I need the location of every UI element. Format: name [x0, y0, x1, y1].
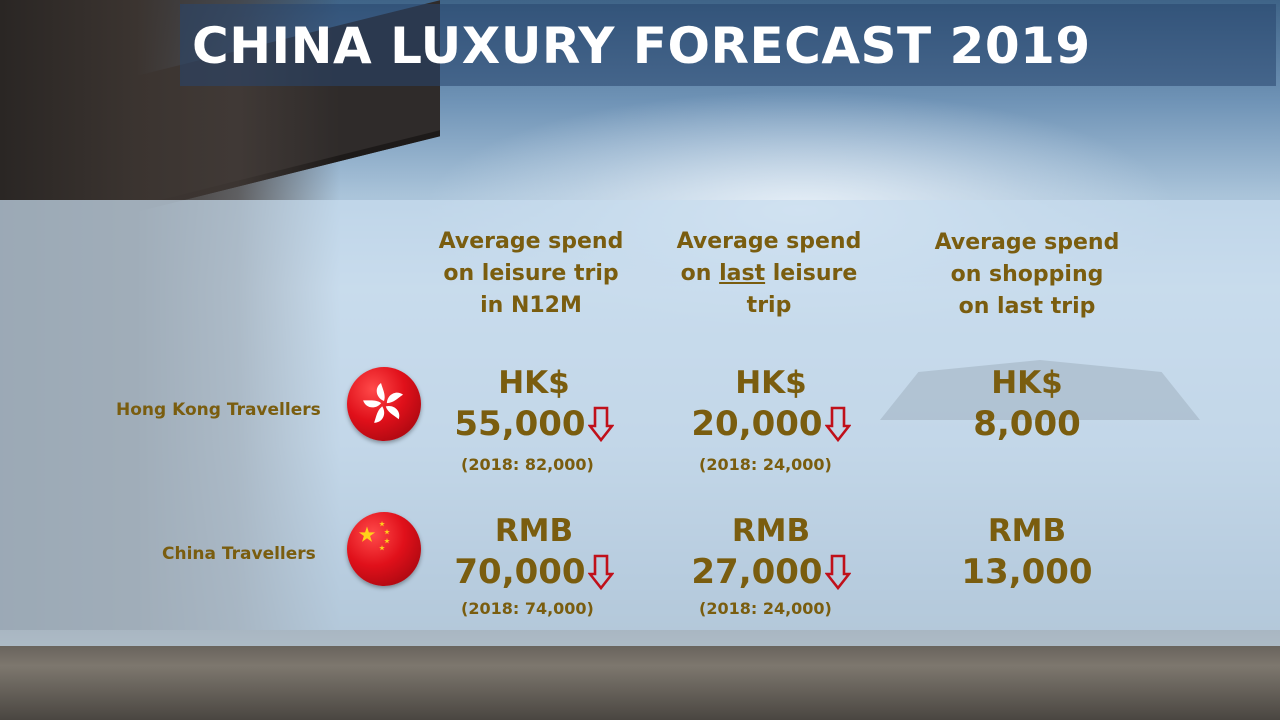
- amount-line: 20,000: [641, 402, 901, 446]
- column-header-line: trip: [746, 293, 792, 318]
- row-label-hong-kong: Hong Kong Travellers: [116, 400, 321, 420]
- previous-year-value: (2018: 24,000): [699, 599, 832, 618]
- slide-title: CHINA LUXURY FORECAST 2019: [192, 17, 1091, 75]
- down-arrow-icon: [824, 554, 851, 590]
- column-header-line: on last trip: [958, 294, 1096, 319]
- cell-china-last-trip: RMB 27,000: [641, 512, 901, 594]
- amount-value: 70,000: [454, 552, 586, 592]
- cell-china-shopping: RMB 13,000: [897, 512, 1157, 594]
- amount-line: 55,000: [404, 402, 664, 446]
- amount-value: 13,000: [961, 552, 1093, 592]
- amount-line: 70,000: [404, 550, 664, 594]
- down-arrow-icon: [587, 406, 614, 442]
- column-header-line: Average spend: [676, 229, 862, 254]
- column-header-line: on shopping: [950, 262, 1104, 287]
- column-header-line: on leisure trip: [443, 261, 619, 286]
- amount-line: 13,000: [897, 550, 1157, 594]
- previous-year-value: (2018: 24,000): [699, 455, 832, 474]
- column-header-underlined-text: last: [719, 261, 766, 286]
- column-header-text: leisure: [765, 261, 858, 286]
- cell-china-n12m: RMB 70,000: [404, 512, 664, 594]
- column-header-shopping: Average spend on shopping on last trip: [907, 227, 1147, 323]
- cell-hk-n12m: HK$ 55,000: [404, 364, 664, 446]
- cell-hk-shopping: HK$ 8,000: [897, 364, 1157, 446]
- currency-label: HK$: [735, 365, 807, 401]
- down-arrow-icon: [824, 406, 851, 442]
- column-header-last-trip: Average spend on last leisure trip: [649, 226, 889, 322]
- column-header-line: in N12M: [480, 293, 582, 318]
- china-flag-icon: [347, 512, 421, 586]
- currency-label: RMB: [731, 513, 811, 549]
- column-header-text: on: [680, 261, 720, 286]
- amount-value: 55,000: [454, 404, 586, 444]
- currency-label: HK$: [991, 365, 1063, 401]
- column-header-n12m: Average spend on leisure trip in N12M: [411, 226, 651, 322]
- column-header-line: on last leisure: [649, 258, 889, 290]
- down-arrow-icon: [587, 554, 614, 590]
- cell-hk-last-trip: HK$ 20,000: [641, 364, 901, 446]
- title-bar: [180, 4, 1276, 86]
- currency-label: RMB: [987, 513, 1067, 549]
- amount-line: 8,000: [897, 402, 1157, 446]
- hong-kong-flag-icon: [347, 367, 421, 441]
- content-panel: Average spend on leisure trip in N12M Av…: [0, 200, 1280, 646]
- amount-value: 20,000: [691, 404, 823, 444]
- column-header-line: Average spend: [438, 229, 624, 254]
- column-header-line: Average spend: [934, 230, 1120, 255]
- currency-label: RMB: [494, 513, 574, 549]
- amount-value: 27,000: [691, 552, 823, 592]
- previous-year-value: (2018: 74,000): [461, 599, 594, 618]
- row-label-china: China Travellers: [162, 544, 316, 564]
- previous-year-value: (2018: 82,000): [461, 455, 594, 474]
- amount-value: 8,000: [973, 404, 1081, 444]
- currency-label: HK$: [498, 365, 570, 401]
- amount-line: 27,000: [641, 550, 901, 594]
